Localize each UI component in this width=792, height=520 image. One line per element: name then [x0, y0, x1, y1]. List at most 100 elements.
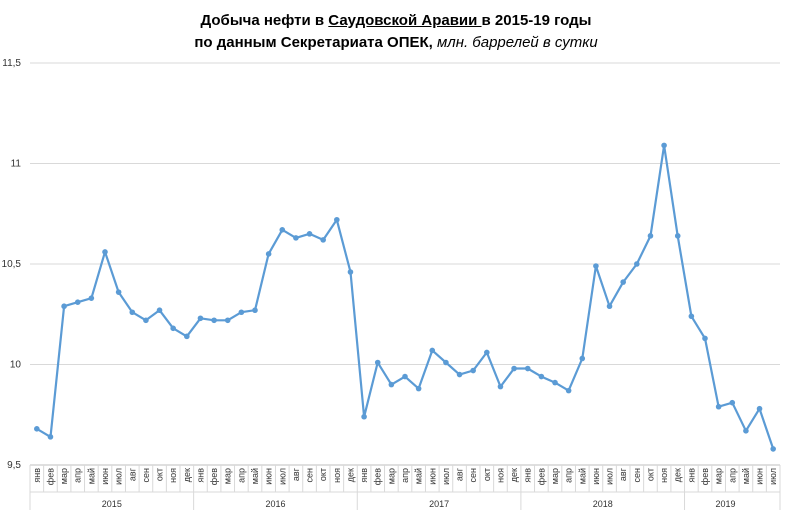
- data-point: [334, 216, 340, 223]
- data-point: [211, 317, 217, 324]
- data-point: [702, 335, 708, 342]
- month-label: авг: [618, 467, 628, 481]
- month-label: дек: [345, 468, 355, 482]
- month-label: май: [86, 468, 96, 484]
- title-text-2: в 2015-19 годы: [481, 12, 592, 29]
- month-label: ноя: [168, 468, 178, 483]
- month-label: июл: [768, 468, 778, 485]
- year-label: 2018: [593, 499, 613, 509]
- data-point: [497, 383, 504, 390]
- month-label: окт: [482, 468, 492, 481]
- data-point: [279, 227, 286, 233]
- data-point: [184, 333, 190, 340]
- year-label: 2016: [265, 499, 285, 509]
- data-point: [620, 279, 626, 285]
- month-label: окт: [645, 468, 655, 481]
- month-label: окт: [318, 468, 328, 481]
- month-label: сен: [141, 468, 151, 483]
- month-label: авг: [455, 467, 465, 481]
- y-tick-label: 11,5: [2, 58, 21, 69]
- title-source: по данным Секретариата ОПЕК,: [194, 34, 437, 51]
- data-point: [61, 303, 67, 310]
- series-line: [36, 144, 775, 450]
- data-point: [347, 269, 354, 275]
- month-label: июл: [114, 468, 124, 485]
- month-label: май: [414, 468, 424, 484]
- month-label: дек: [509, 468, 519, 482]
- month-label: май: [250, 468, 260, 484]
- month-label: янв: [359, 468, 369, 483]
- data-point: [374, 359, 381, 366]
- month-label: апр: [727, 468, 737, 483]
- data-point: [756, 405, 763, 412]
- data-point: [688, 313, 695, 320]
- month-label: май: [741, 468, 751, 484]
- data-point: [511, 365, 517, 372]
- data-point: [115, 289, 122, 295]
- month-label: ноя: [332, 468, 342, 483]
- month-label: ноя: [495, 468, 505, 483]
- month-label: июл: [277, 468, 287, 485]
- month-label: янв: [195, 468, 205, 483]
- month-label: апр: [400, 468, 410, 483]
- data-point: [565, 387, 572, 394]
- y-tick-label: 10,5: [2, 259, 22, 270]
- month-label: фев: [536, 468, 546, 485]
- data-point: [579, 355, 586, 362]
- data-point: [484, 349, 490, 356]
- title-unit: млн. баррелей в сутки: [436, 34, 598, 51]
- month-label: янв: [523, 468, 533, 483]
- data-point: [524, 365, 531, 372]
- data-point: [606, 303, 613, 310]
- data-point: [34, 426, 40, 432]
- data-point: [743, 428, 749, 434]
- month-label: июл: [441, 468, 451, 485]
- data-point: [415, 385, 422, 392]
- month-label: авг: [291, 467, 301, 481]
- data-point: [129, 309, 136, 316]
- data-point: [293, 235, 299, 241]
- data-point: [661, 142, 667, 149]
- data-point: [729, 399, 736, 406]
- data-point: [634, 261, 640, 267]
- month-label: июн: [427, 468, 437, 485]
- data-point: [402, 373, 408, 380]
- y-tick-label: 9,5: [7, 460, 21, 471]
- month-label: фев: [700, 468, 710, 485]
- chart-title-line2: по данным Секретариата ОПЕК, млн. баррел…: [0, 32, 792, 54]
- data-point: [47, 434, 54, 440]
- month-label: янв: [32, 468, 42, 483]
- month-label: мар: [386, 468, 396, 484]
- month-label: окт: [155, 468, 165, 481]
- month-label: дек: [182, 468, 192, 482]
- month-label: июн: [100, 468, 110, 485]
- month-label: сен: [632, 468, 642, 483]
- month-label: мар: [59, 468, 69, 484]
- month-label: мар: [550, 468, 560, 484]
- data-point: [102, 249, 108, 255]
- month-label: май: [577, 468, 587, 484]
- data-point: [770, 446, 776, 452]
- y-tick-label: 11: [11, 159, 22, 170]
- data-point: [197, 315, 204, 322]
- month-label: мар: [223, 468, 233, 484]
- month-label: июн: [264, 468, 274, 485]
- month-label: янв: [686, 468, 696, 483]
- data-point: [647, 233, 654, 239]
- month-label: авг: [127, 467, 137, 481]
- title-text-1: Добыча нефти в: [200, 12, 329, 29]
- month-label: фев: [45, 468, 55, 485]
- title-country: Саудовской Аравии: [328, 12, 482, 29]
- data-point: [224, 317, 231, 324]
- month-label: фев: [209, 468, 219, 485]
- data-point: [456, 371, 463, 378]
- month-label: апр: [236, 468, 246, 483]
- data-point: [252, 307, 258, 314]
- month-label: сен: [305, 468, 315, 483]
- month-label: сен: [468, 468, 478, 483]
- year-label: 2017: [429, 499, 449, 509]
- data-point: [306, 231, 313, 237]
- month-label: июл: [605, 468, 615, 485]
- data-point: [170, 325, 176, 332]
